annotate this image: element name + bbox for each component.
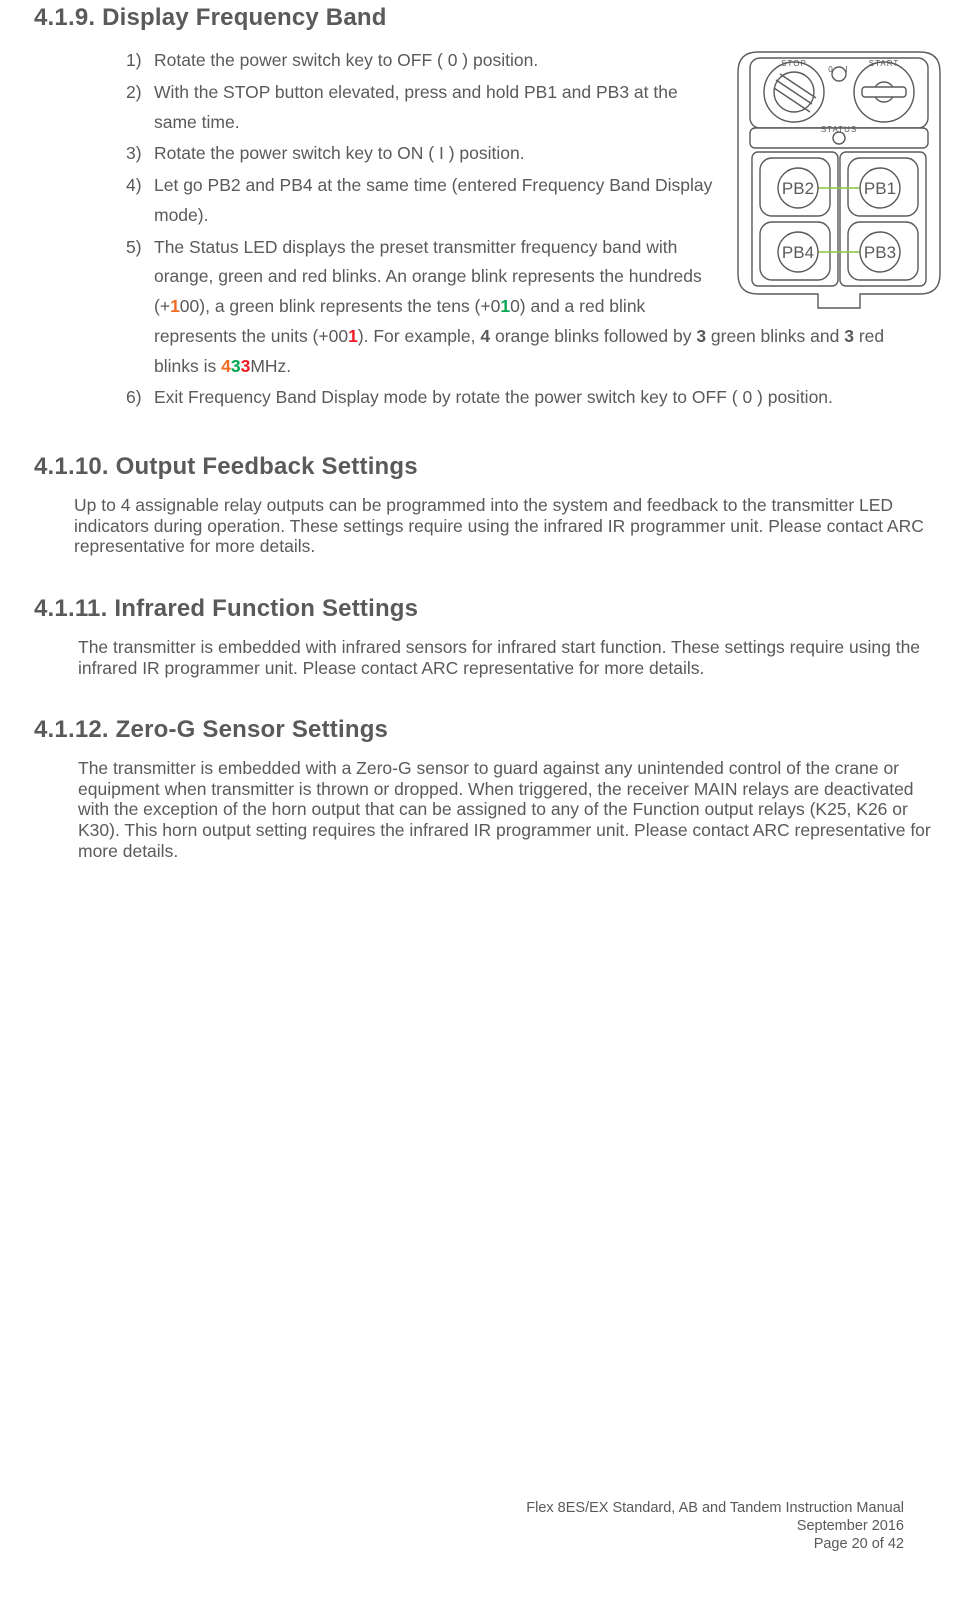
step-4: 4)Let go PB2 and PB4 at the same time (e… (126, 171, 928, 231)
page: 4.1.9. Display Frequency Band (0, 0, 978, 1599)
step-4-text: Let go PB2 and PB4 at the same time (ent… (154, 171, 714, 231)
step-1-text: Rotate the power switch key to OFF ( 0 )… (154, 46, 714, 76)
section-4-1-10: 4.1.10. Output Feedback Settings Up to 4… (34, 453, 948, 557)
step-6: 6)Exit Frequency Band Display mode by ro… (126, 383, 928, 413)
step-3: 3)Rotate the power switch key to ON ( I … (126, 139, 928, 169)
heading-4-1-11: 4.1.11. Infrared Function Settings (34, 595, 948, 623)
steps-list: 1)Rotate the power switch key to OFF ( 0… (34, 46, 948, 413)
heading-4-1-9: 4.1.9. Display Frequency Band (34, 4, 948, 32)
step-5-text: The Status LED displays the preset trans… (154, 237, 884, 376)
footer-line-3: Page 20 of 42 (526, 1535, 904, 1553)
section-4-1-9: 4.1.9. Display Frequency Band (34, 0, 948, 415)
step-5: 5)The Status LED displays the preset tra… (126, 233, 928, 382)
page-footer: Flex 8ES/EX Standard, AB and Tandem Inst… (526, 1499, 904, 1553)
footer-line-1: Flex 8ES/EX Standard, AB and Tandem Inst… (526, 1499, 904, 1517)
step-6-text: Exit Frequency Band Display mode by rota… (154, 387, 833, 407)
body-4-1-10: Up to 4 assignable relay outputs can be … (74, 495, 948, 557)
heading-4-1-12: 4.1.12. Zero-G Sensor Settings (34, 716, 948, 744)
body-4-1-11: The transmitter is embedded with infrare… (78, 637, 948, 678)
heading-4-1-10: 4.1.10. Output Feedback Settings (34, 453, 948, 481)
step-2: 2)With the STOP button elevated, press a… (126, 78, 928, 138)
step-1: 1)Rotate the power switch key to OFF ( 0… (126, 46, 928, 76)
section-4-1-11: 4.1.11. Infrared Function Settings The t… (34, 595, 948, 678)
footer-line-2: September 2016 (526, 1517, 904, 1535)
step-2-text: With the STOP button elevated, press and… (154, 78, 714, 138)
step-3-text: Rotate the power switch key to ON ( I ) … (154, 139, 714, 169)
body-4-1-12: The transmitter is embedded with a Zero-… (78, 758, 948, 861)
section-4-1-12: 4.1.12. Zero-G Sensor Settings The trans… (34, 716, 948, 861)
